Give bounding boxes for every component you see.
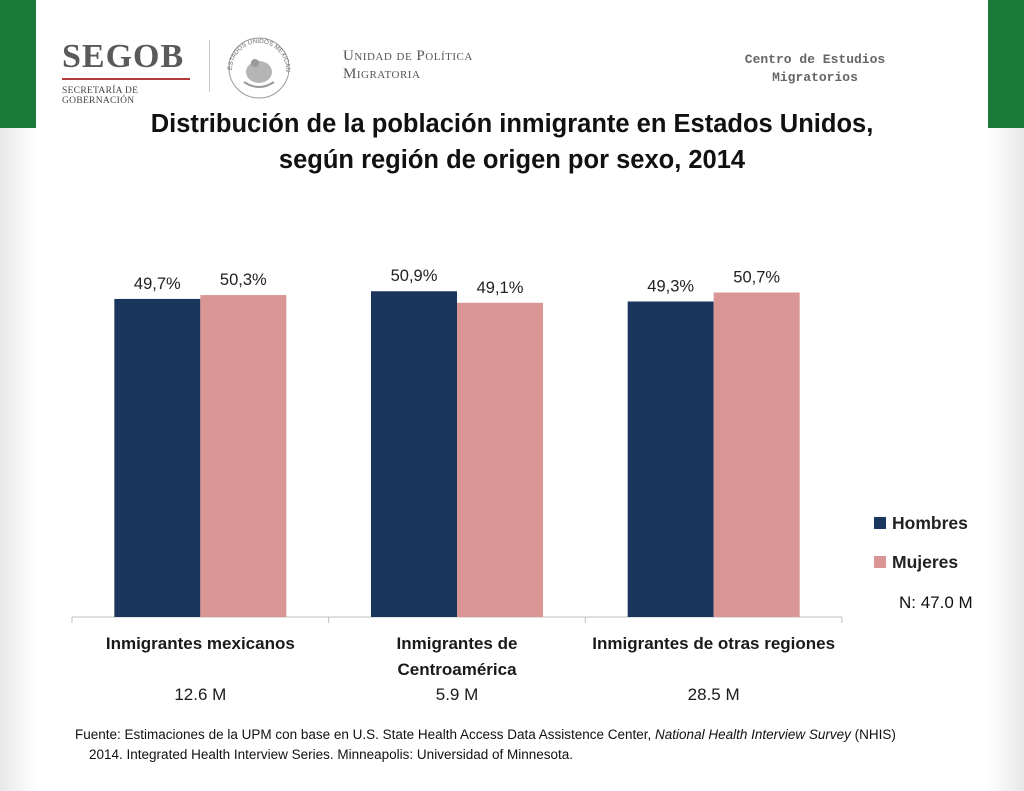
bar-mujeres [200, 295, 287, 617]
right-gray-band [988, 128, 1024, 791]
category-total: 28.5 M [688, 685, 740, 704]
segob-logo-rule [62, 78, 190, 80]
unit-name-line2: Migratoria [343, 66, 421, 82]
chart-title-line1: Distribución de la población inmigrante … [150, 110, 874, 138]
left-gray-band [0, 128, 36, 791]
chart-title: Distribución de la población inmigrante … [40, 106, 984, 178]
national-seal-icon: ESTADOS UNIDOS MEXICANOS [222, 32, 291, 99]
data-label: 49,3% [647, 277, 694, 295]
category-total: 12.6 M [174, 685, 226, 704]
data-label: 49,7% [134, 275, 181, 293]
segob-logo-text: SEGOB [62, 38, 185, 75]
data-label: 50,9% [391, 267, 438, 285]
x-tick-label: Inmigrantes de [397, 634, 518, 653]
source-note: Fuente: Estimaciones de la UPM con base … [75, 725, 953, 765]
unit-name-line1: Unidad de Política [343, 48, 473, 64]
right-green-band [988, 0, 1024, 128]
centro-estudios: Centro de Estudios Migratorios [700, 51, 930, 87]
data-label: 50,3% [220, 271, 267, 289]
segob-logo: SEGOB SECRETARÍA DE GOBERNACIÓN [62, 40, 202, 106]
bar-hombres [114, 298, 201, 617]
bar-mujeres [457, 302, 543, 617]
source-line2: 2014. Integrated Health Interview Series… [89, 747, 574, 762]
x-tick-label-line2: Centroamérica [397, 660, 517, 679]
x-tick-label: Inmigrantes de otras regiones [592, 634, 835, 653]
bar-mujeres [713, 292, 800, 617]
bar-hombres [371, 291, 457, 617]
header-divider [209, 40, 210, 92]
centro-line2: Migratorios [772, 70, 858, 85]
legend-swatch-hombres [874, 517, 886, 529]
chart-title-line2: según región de origen por sexo, 2014 [278, 146, 746, 174]
bar-hombres [627, 301, 714, 617]
total-note: N: 47.0 M [899, 593, 973, 612]
unit-name: Unidad de Política Migratoria [343, 47, 473, 83]
source-survey: National Health Interview Survey [655, 727, 851, 742]
segob-logo-subtitle: SECRETARÍA DE GOBERNACIÓN [62, 86, 139, 106]
legend-label-hombres: Hombres [892, 512, 968, 533]
legend-swatch-mujeres [874, 556, 886, 568]
legend-label-mujeres: Mujeres [892, 551, 959, 572]
legend-item-mujeres: Mujeres [874, 552, 968, 572]
chart-legend: Hombres Mujeres [874, 513, 968, 591]
data-label: 49,1% [477, 279, 524, 297]
legend-item-hombres: Hombres [874, 513, 968, 533]
data-label: 50,7% [733, 269, 780, 287]
centro-line1: Centro de Estudios [744, 52, 886, 67]
source-prefix: Fuente: Estimaciones de la UPM con base … [75, 727, 656, 742]
left-green-band [0, 0, 36, 128]
x-tick-label: Inmigrantes mexicanos [106, 634, 295, 653]
source-suffix: (NHIS) [850, 727, 896, 742]
category-total: 5.9 M [436, 685, 479, 704]
